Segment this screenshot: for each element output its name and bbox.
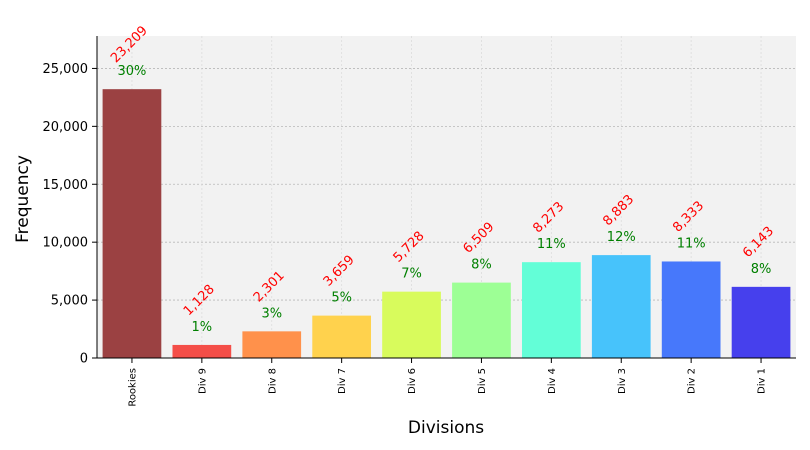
bar	[452, 282, 511, 358]
x-tick-label: Div 6	[407, 368, 418, 394]
y-tick-label: 20,000	[43, 120, 89, 135]
y-axis-title: Frequency	[13, 155, 33, 243]
bar	[312, 315, 372, 358]
y-tick-label: 10,000	[43, 236, 89, 251]
y-axis-ticks: 0 5,000 10,000 15,000 20,000 25,000	[43, 62, 97, 367]
x-tick-label: Div 1	[757, 368, 768, 394]
bar	[242, 331, 302, 358]
x-tick-label: Div 9	[197, 368, 208, 394]
y-tick-label: 25,000	[43, 62, 89, 77]
bars	[102, 89, 791, 358]
x-axis-ticks: Rookies Div 9 Div 8 Div 7 Div 6 Div 5 Div 4 Div…	[127, 358, 768, 407]
x-tick-label: Div 4	[547, 368, 558, 394]
percent-label: 3%	[261, 306, 282, 321]
percent-label: 8%	[751, 262, 772, 277]
percent-label: 5%	[331, 291, 352, 306]
bar	[661, 261, 721, 358]
bar	[521, 262, 581, 358]
bar	[102, 89, 162, 358]
percent-label: 7%	[401, 267, 422, 282]
x-tick-label: Div 8	[267, 368, 278, 394]
percent-label: 11%	[677, 236, 706, 251]
bar	[591, 255, 651, 358]
x-tick-label: Div 5	[477, 368, 488, 394]
x-tick-label: Div 7	[337, 368, 348, 394]
y-tick-label: 0	[80, 352, 88, 367]
percent-label: 11%	[537, 237, 566, 252]
percent-label: 8%	[471, 258, 492, 273]
x-tick-label: Div 2	[687, 368, 698, 394]
percent-label: 30%	[117, 64, 146, 79]
y-tick-label: 5,000	[51, 294, 88, 309]
percent-label: 1%	[192, 320, 213, 335]
x-tick-label: Rookies	[127, 368, 138, 407]
bar	[172, 344, 232, 358]
x-axis-title: Divisions	[408, 418, 484, 438]
percent-label: 12%	[607, 230, 636, 245]
y-tick-label: 15,000	[43, 178, 89, 193]
bar	[382, 291, 441, 358]
x-tick-label: Div 3	[617, 368, 628, 394]
bar	[731, 286, 791, 358]
